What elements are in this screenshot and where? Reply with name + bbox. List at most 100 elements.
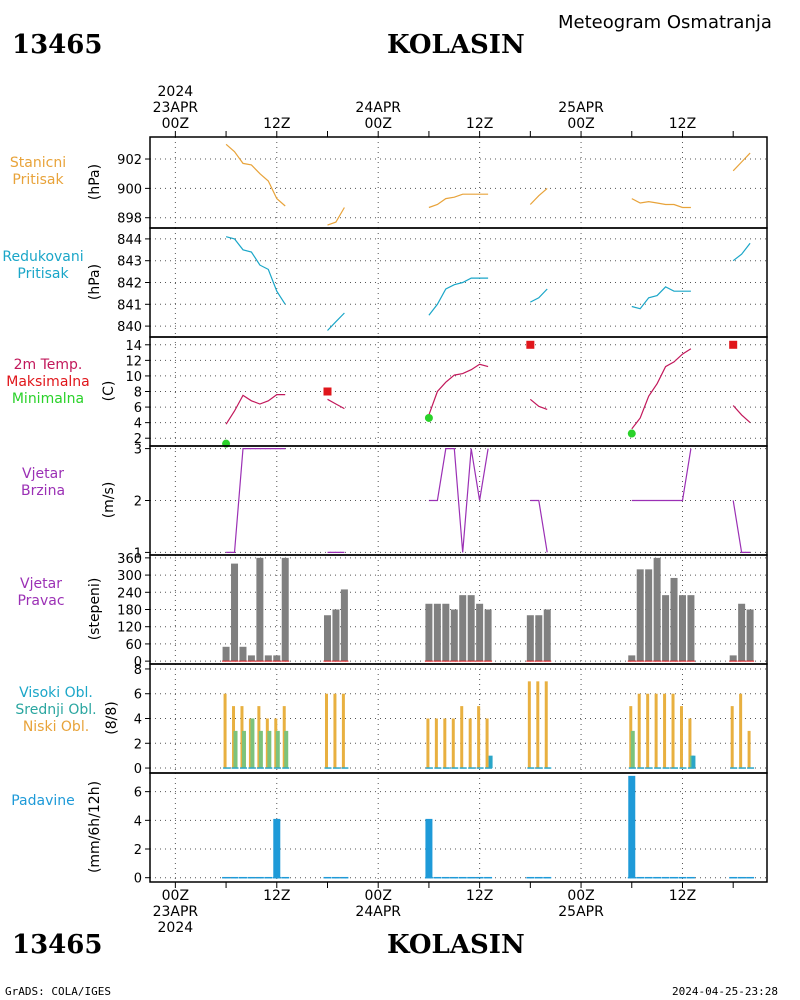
cloud-low-bar bbox=[679, 706, 683, 769]
time-label-line: 12Z bbox=[263, 116, 291, 132]
y-tick-label: 10 bbox=[125, 370, 142, 385]
wind-dir-bar bbox=[425, 603, 433, 662]
cloud-low-bar bbox=[324, 693, 328, 769]
temperature-segment bbox=[225, 394, 286, 425]
y-tick-label: 841 bbox=[117, 298, 142, 313]
wind-dir-bar bbox=[484, 609, 492, 662]
wind-dir-bar bbox=[273, 655, 281, 662]
wind-dir-bar bbox=[535, 615, 543, 662]
cloud-low-bar bbox=[637, 693, 641, 769]
cloud-low-bar bbox=[663, 693, 667, 769]
time-label-line: 12Z bbox=[668, 888, 697, 904]
cloud-low-bar bbox=[451, 718, 455, 769]
y-tick-label: 6 bbox=[134, 688, 142, 703]
temperature-segment bbox=[428, 363, 489, 416]
y-tick-label: 840 bbox=[117, 320, 142, 335]
label-station-pressure: Stanicni Pritisak bbox=[0, 155, 76, 189]
station-name-bottom: KOLASIN bbox=[387, 930, 525, 960]
wind-dir-bar bbox=[653, 557, 661, 662]
wind-dir-bar bbox=[636, 569, 644, 662]
y-tick-label: 6 bbox=[134, 401, 142, 416]
cloud-mid-bar bbox=[241, 730, 246, 769]
y-tick-label: 60 bbox=[125, 638, 142, 653]
wind-dir-bar bbox=[687, 595, 695, 662]
y-tick-label: 2 bbox=[134, 495, 142, 510]
cloud-low-bar bbox=[544, 681, 548, 769]
cloud-low-bar bbox=[527, 681, 531, 769]
wind-dir-bar bbox=[467, 595, 475, 662]
wind-dir-bar bbox=[433, 603, 441, 662]
cloud-low-bar bbox=[468, 718, 472, 769]
station-pressure-segment bbox=[529, 187, 548, 205]
time-label-bottom: 00Z 25APR bbox=[558, 888, 604, 920]
station-pressure-segment bbox=[327, 207, 345, 226]
time-label-top: 24APR 00Z bbox=[355, 100, 401, 132]
y-tick-label: 2 bbox=[134, 737, 142, 752]
time-label-top: 12Z bbox=[263, 116, 290, 132]
wind-dir-bar bbox=[729, 655, 737, 662]
y-tick-label: 180 bbox=[117, 604, 142, 619]
label-wind-dir: Vjetar Pravac bbox=[0, 576, 82, 610]
wind-dir-bar bbox=[678, 595, 686, 662]
meteogram-title: Meteogram Osmatranja bbox=[558, 12, 772, 33]
time-label-line: 00Z bbox=[161, 888, 190, 904]
y-tick-label: 902 bbox=[117, 153, 142, 168]
cloud-low-bar bbox=[426, 718, 430, 769]
time-label-top: 25APR 00Z bbox=[558, 100, 604, 132]
y-tick-label: 1 bbox=[134, 546, 142, 561]
y-tick-label: 844 bbox=[117, 233, 142, 248]
y-tick-label: 6 bbox=[134, 786, 142, 801]
cloud-low-bar bbox=[688, 718, 692, 769]
wind-dir-bar bbox=[340, 589, 348, 662]
label-precip-1: Padavine bbox=[11, 793, 75, 809]
panel-frame bbox=[149, 336, 768, 447]
label-wind-dir-1: Vjetar bbox=[20, 576, 62, 592]
temperature-segment bbox=[529, 398, 548, 410]
wind-speed-segment bbox=[428, 448, 489, 553]
wind-dir-bar bbox=[231, 563, 239, 662]
cloud-mid-bar bbox=[275, 730, 280, 769]
label-clouds: Visoki Obl. Srednji Obl. Niski Obl. bbox=[0, 685, 112, 736]
wind-dir-bar bbox=[332, 609, 340, 662]
y-tick-label: 4 bbox=[134, 814, 142, 829]
wind-dir-bar bbox=[239, 646, 247, 662]
temperature-segment bbox=[631, 348, 692, 430]
label-clouds-3: Niski Obl. bbox=[22, 719, 90, 735]
time-label-line: 24APR bbox=[355, 904, 401, 920]
label-temperature-1: 2m Temp. bbox=[13, 357, 83, 373]
reduced-pressure-segment bbox=[530, 288, 548, 303]
station-id-top: 13465 bbox=[12, 30, 103, 60]
time-label-line: 00Z bbox=[161, 116, 190, 132]
cloud-mid-bar bbox=[250, 718, 255, 769]
temperature-segment bbox=[732, 405, 751, 424]
time-label-line: 12Z bbox=[263, 888, 291, 904]
cloud-mid-bar bbox=[233, 730, 238, 769]
panel-frame bbox=[149, 772, 768, 883]
y-tick-label: 240 bbox=[117, 586, 142, 601]
y-tick-label: 842 bbox=[117, 277, 142, 292]
label-wind-speed-2: Brzina bbox=[20, 483, 66, 499]
y-tick-label: 0 bbox=[134, 872, 142, 887]
label-clouds-2: Srednji Obl. bbox=[15, 702, 97, 718]
temp-min-point bbox=[627, 429, 636, 438]
panel-frame bbox=[149, 227, 768, 338]
footer-right: 2024-04-25-23:28 bbox=[672, 985, 778, 998]
y-tick-label: 14 bbox=[125, 339, 142, 354]
cloud-low-bar bbox=[460, 706, 464, 769]
station-id-bottom: 13465 bbox=[12, 930, 103, 960]
cloud-mid-bar bbox=[284, 730, 289, 769]
cloud-low-bar bbox=[654, 693, 658, 769]
label-station-pressure-1: Stanicni bbox=[9, 155, 67, 171]
label-station-pressure-2: Pritisak bbox=[12, 172, 64, 188]
temp-max-point bbox=[526, 340, 535, 349]
temp-max-point bbox=[729, 340, 738, 349]
wind-dir-bar bbox=[670, 577, 678, 662]
y-tick-label: 900 bbox=[117, 182, 142, 197]
wind-dir-bar bbox=[323, 615, 331, 662]
reduced-pressure-segment bbox=[631, 286, 691, 310]
wind-dir-bar bbox=[543, 609, 551, 662]
wind-dir-bar bbox=[264, 655, 272, 662]
station-pressure-segment bbox=[428, 193, 489, 209]
station-pressure-segment bbox=[732, 152, 751, 172]
